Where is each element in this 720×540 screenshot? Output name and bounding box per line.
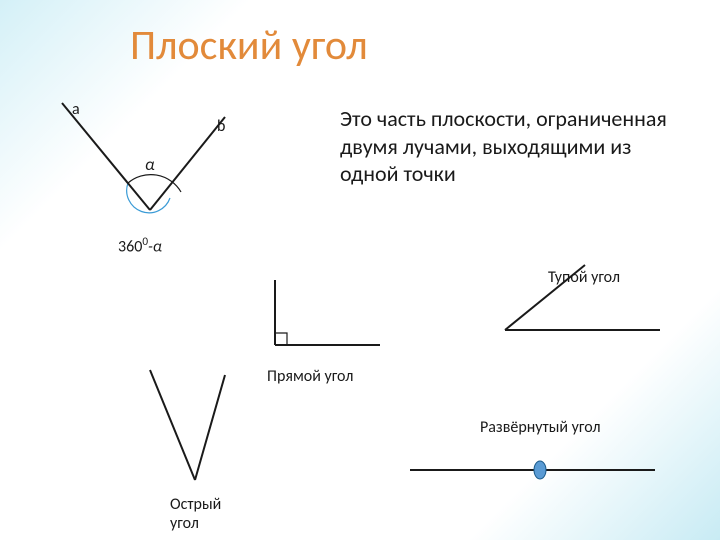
acute-angle-svg <box>140 365 250 490</box>
acute-angle-label: Острый угол <box>170 495 250 533</box>
ray-a <box>62 103 150 210</box>
inner-alpha-label: α <box>145 154 155 175</box>
straight-angle-figure: Развёрнутый угол <box>405 440 665 490</box>
definition-text: Это часть плоскости, ограниченная двумя … <box>340 105 670 188</box>
ray-b <box>150 117 225 210</box>
straight-angle-svg <box>405 440 665 485</box>
straight-vertex-marker <box>534 461 546 479</box>
straight-angle-label: Развёрнутый угол <box>480 418 601 437</box>
main-angle-figure: a b α 3600-α <box>50 95 270 270</box>
outer-label-suffix: -α <box>148 237 162 256</box>
outer-label: 3600-α <box>118 235 162 256</box>
obtuse-angle-label: Тупой угол <box>548 268 620 287</box>
ray-a-label: a <box>72 100 80 119</box>
page-title: Плоский угол <box>130 20 368 71</box>
outer-label-base: 360 <box>118 237 142 256</box>
right-angle-label: Прямой угол <box>267 367 353 386</box>
obtuse-angle-figure: Тупой угол <box>430 260 670 345</box>
ray-b-label: b <box>217 117 225 136</box>
acute-ray1 <box>150 370 195 480</box>
acute-ray2 <box>195 375 225 480</box>
acute-angle-figure: Острый угол <box>140 365 250 495</box>
right-angle-marker <box>275 333 287 345</box>
right-angle-figure: Прямой угол <box>255 275 390 360</box>
right-angle-svg <box>255 275 390 355</box>
inner-arc <box>128 175 181 192</box>
